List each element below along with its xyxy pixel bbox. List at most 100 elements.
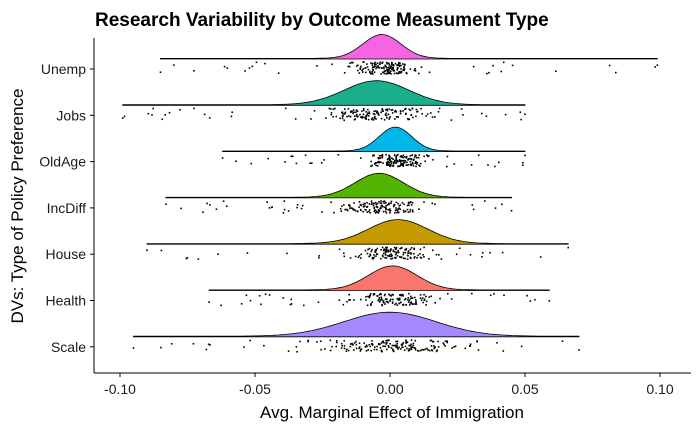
data-point: [417, 254, 419, 257]
data-point: [391, 61, 393, 64]
data-point: [415, 303, 418, 305]
data-point: [391, 302, 394, 304]
data-point: [406, 164, 408, 166]
data-point: [356, 210, 359, 213]
data-point: [231, 111, 233, 113]
data-point: [414, 347, 417, 350]
data-point: [392, 348, 394, 351]
data-point: [377, 299, 380, 302]
data-point: [371, 117, 374, 119]
data-point: [410, 346, 412, 348]
data-point: [371, 62, 374, 65]
data-point: [396, 345, 398, 347]
data-point: [160, 346, 162, 349]
data-point: [399, 165, 402, 167]
data-point: [317, 301, 320, 304]
data-point: [398, 297, 401, 300]
data-point: [365, 111, 368, 113]
data-point: [386, 163, 389, 166]
data-point: [401, 155, 403, 158]
data-point: [380, 200, 382, 202]
data-point: [496, 342, 498, 344]
data-point: [403, 349, 406, 351]
data-point: [409, 109, 412, 112]
data-point: [404, 160, 407, 162]
data-point: [400, 301, 402, 304]
plot-area: [121, 34, 659, 353]
data-point: [406, 118, 409, 120]
data-point: [392, 298, 394, 301]
data-point: [406, 341, 409, 343]
data-point: [394, 209, 397, 212]
data-point: [501, 251, 504, 254]
data-point: [373, 66, 375, 68]
data-point: [409, 208, 412, 211]
data-point: [412, 165, 415, 167]
data-point: [402, 160, 404, 162]
data-point: [423, 256, 425, 258]
data-point: [197, 258, 200, 260]
data-point: [374, 201, 377, 204]
data-point: [419, 256, 422, 259]
data-point: [395, 155, 398, 158]
data-point: [415, 161, 418, 164]
data-point: [418, 164, 420, 167]
data-point: [375, 255, 377, 257]
data-point: [355, 340, 357, 343]
data-point: [343, 204, 345, 206]
data-point: [284, 161, 286, 163]
data-point: [362, 203, 364, 206]
data-point: [393, 72, 396, 75]
data-point: [396, 255, 399, 257]
data-point: [529, 300, 532, 302]
data-point: [405, 341, 407, 344]
data-point: [336, 341, 338, 344]
data-point: [428, 71, 431, 74]
data-point: [376, 66, 378, 68]
data-point: [361, 69, 363, 72]
data-point: [349, 62, 351, 64]
data-point: [409, 210, 411, 213]
data-point: [395, 246, 398, 249]
data-point: [343, 340, 345, 342]
data-point: [376, 202, 379, 205]
data-point: [360, 298, 362, 301]
data-point: [351, 342, 353, 345]
data-point: [403, 69, 405, 72]
data-point: [407, 301, 410, 303]
data-point: [325, 117, 327, 119]
data-point: [371, 202, 373, 204]
data-point: [422, 301, 424, 304]
data-point: [385, 73, 388, 75]
data-point: [352, 112, 354, 115]
data-point: [351, 61, 353, 64]
rain-points-house: [146, 246, 569, 260]
data-point: [369, 70, 371, 73]
data-point: [419, 165, 421, 167]
data-point: [180, 207, 182, 210]
data-point: [378, 293, 381, 296]
data-point: [425, 295, 427, 298]
data-point: [360, 65, 362, 68]
data-point: [390, 202, 392, 204]
data-point: [405, 155, 408, 158]
data-point: [367, 248, 369, 251]
data-point: [361, 110, 363, 112]
data-point: [375, 203, 378, 206]
density-cloud-jobs: [122, 80, 526, 106]
data-point: [409, 157, 411, 160]
data-point: [373, 202, 375, 205]
data-point: [431, 202, 434, 205]
x-tick-label: 0.10: [646, 381, 673, 397]
data-point: [389, 210, 391, 212]
data-point: [398, 159, 401, 161]
data-point: [392, 64, 395, 66]
data-point: [366, 63, 368, 65]
data-point: [330, 113, 333, 116]
data-point: [481, 252, 484, 254]
data-point: [437, 340, 439, 343]
data-point: [396, 66, 399, 69]
rain-points-jobs: [121, 107, 526, 122]
data-point: [502, 61, 505, 64]
data-point: [399, 348, 402, 350]
